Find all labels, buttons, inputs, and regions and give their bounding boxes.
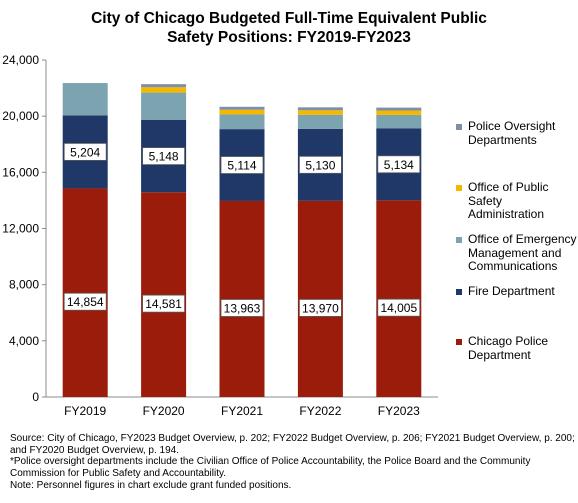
legend-label-line: Safety: [468, 193, 503, 208]
bars: [62, 83, 422, 397]
bar-segment: [219, 114, 265, 130]
x-axis: FY2019 FY2020 FY2021 FY2022 FY2023: [46, 396, 438, 418]
data-label: 5,204: [70, 145, 100, 159]
bar-segment: [376, 107, 422, 111]
x-tick-label: FY2021: [221, 404, 263, 418]
legend-swatch: [456, 289, 462, 295]
data-label: 5,130: [305, 158, 335, 172]
bar-segment: [297, 107, 343, 111]
chart-title: City of Chicago Budgeted Full-Time Equiv…: [0, 9, 578, 47]
legend-label-line: Administration: [468, 207, 545, 221]
bar-segment: [141, 192, 187, 397]
y-tick-label: 16,000: [2, 165, 39, 179]
data-label-box: [298, 155, 342, 174]
legend-label-line: Office of Emergency: [468, 232, 577, 246]
x-tick-label: FY2019: [64, 404, 106, 418]
data-label: 13,963: [224, 301, 261, 315]
y-tick-label: 4,000: [9, 334, 39, 348]
data-label-box: [142, 294, 186, 313]
legend-label-line: Department: [468, 347, 531, 362]
y-axis: 0 4,000 8,000 12,000 16,000 20,000 24,000: [2, 53, 47, 404]
bar-segment: [376, 114, 422, 129]
bar-segment: [376, 200, 422, 397]
data-labels: 14,854 5,204 14,581 5,148 13,963 5,114 13,970 5…: [63, 142, 421, 317]
legend-label: Police Oversight Departments: [468, 119, 578, 147]
chart-notes: Source: City of Chicago, FY2023 Budget O…: [10, 433, 575, 492]
bar-segment: [297, 110, 343, 115]
bar-segment: [141, 87, 187, 93]
y-tick-label: 0: [32, 390, 39, 404]
x-tick-label: FY2020: [143, 404, 185, 418]
y-tick-label: 12,000: [2, 222, 39, 236]
legend-swatch: [456, 339, 462, 345]
bar-segment: [219, 109, 265, 115]
data-label-box: [220, 156, 264, 174]
data-label: 14,854: [67, 295, 104, 309]
legend-swatch: [456, 237, 462, 243]
data-label: 5,148: [149, 150, 179, 164]
legend-label-line: Police Oversight: [468, 119, 556, 133]
legend-label-line: Communications: [468, 259, 558, 273]
personnel-note: Note: Personnel figures in chart exclude…: [10, 479, 292, 491]
bar-segment: [141, 84, 187, 88]
legend-swatch: [456, 124, 462, 130]
x-tick-label: FY2022: [299, 404, 341, 418]
x-tick-label: FY2023: [378, 404, 420, 418]
data-label: 5,134: [384, 158, 414, 172]
bar-segment: [141, 92, 187, 120]
stacked-bar-chart: 0 4,000 8,000 12,000 16,000 20,000 24,000 FY20…: [2, 53, 438, 418]
legend-swatch: [456, 185, 462, 191]
bar-segment: [297, 200, 343, 397]
legend-label: Fire Department: [468, 284, 578, 299]
legend-label: Chicago Police Department: [468, 334, 578, 362]
data-label: 14,005: [380, 301, 417, 315]
legend-label: Office of Public Safety Administration: [468, 180, 578, 222]
data-label-box: [63, 292, 107, 311]
data-label-box: [377, 298, 421, 317]
legend-label: Office of Emergency Management and Commu…: [468, 232, 578, 274]
y-tick-label: 8,000: [9, 278, 39, 292]
chart-title-line-2: Safety Positions: FY2019-FY2023: [167, 29, 411, 46]
data-label-box: [298, 299, 342, 317]
legend-label-line: Management and: [468, 245, 562, 260]
oversight-footnote: *Police oversight departments include th…: [10, 456, 531, 480]
data-label-box: [377, 155, 421, 174]
legend-label-line: Office of Public: [468, 180, 549, 194]
bar-segment: [62, 83, 108, 116]
source-note: Source: City of Chicago, FY2023 Budget O…: [10, 433, 575, 456]
y-tick-label: 24,000: [2, 53, 39, 67]
bar-segment: [62, 188, 108, 397]
legend-label-line: Departments: [468, 132, 537, 147]
legend-label-line: Fire Department: [468, 284, 555, 298]
data-label: 13,970: [302, 301, 339, 315]
bar-segment: [219, 200, 265, 397]
bar-segment: [219, 106, 265, 110]
legend-label-line: Chicago Police: [468, 334, 549, 348]
data-label-box: [220, 299, 264, 317]
data-label-box: [63, 142, 107, 161]
data-label-box: [142, 147, 186, 166]
data-label: 14,581: [145, 297, 182, 311]
data-label: 5,114: [227, 159, 256, 173]
bar-segment: [297, 114, 343, 129]
chart-title-line-1: City of Chicago Budgeted Full-Time Equiv…: [91, 10, 487, 27]
y-tick-label: 20,000: [2, 109, 39, 123]
bar-segment: [376, 110, 422, 115]
